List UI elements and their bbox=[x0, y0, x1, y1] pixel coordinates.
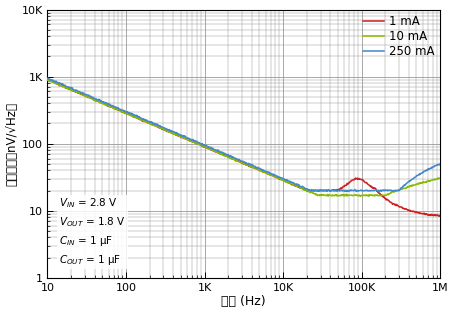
1 mA bbox=[437, 214, 443, 218]
250 mA bbox=[384, 188, 389, 192]
250 mA bbox=[284, 179, 289, 182]
250 mA bbox=[343, 189, 349, 192]
Legend: 1 mA, 10 mA, 250 mA: 1 mA, 10 mA, 250 mA bbox=[360, 13, 437, 60]
250 mA bbox=[437, 162, 443, 166]
Text: $V_{IN}$ = 2.8 V
$V_{OUT}$ = 1.8 V
$C_{IN}$ = 1 μF
$C_{OUT}$ = 1 μF: $V_{IN}$ = 2.8 V $V_{OUT}$ = 1.8 V $C_{I… bbox=[59, 197, 126, 267]
10 mA bbox=[273, 175, 278, 179]
Line: 250 mA: 250 mA bbox=[48, 78, 440, 192]
250 mA bbox=[296, 183, 301, 187]
1 mA bbox=[45, 78, 50, 81]
10 mA bbox=[69, 89, 74, 93]
250 mA bbox=[69, 87, 75, 90]
1 mA bbox=[69, 88, 74, 92]
10 mA bbox=[343, 194, 348, 198]
1 mA bbox=[343, 184, 348, 187]
10 mA bbox=[383, 193, 389, 197]
10 mA bbox=[366, 194, 371, 198]
Line: 1 mA: 1 mA bbox=[48, 79, 440, 216]
250 mA bbox=[45, 76, 50, 80]
10 mA bbox=[283, 181, 289, 184]
X-axis label: 頻率 (Hz): 頻率 (Hz) bbox=[222, 295, 266, 308]
10 mA bbox=[437, 176, 443, 180]
Line: 10 mA: 10 mA bbox=[48, 80, 440, 196]
250 mA bbox=[273, 174, 279, 177]
250 mA bbox=[45, 76, 51, 80]
1 mA bbox=[283, 180, 289, 183]
1 mA bbox=[436, 214, 442, 218]
250 mA bbox=[376, 190, 381, 193]
10 mA bbox=[295, 185, 301, 189]
1 mA bbox=[383, 196, 388, 200]
10 mA bbox=[45, 78, 50, 82]
1 mA bbox=[273, 175, 278, 179]
1 mA bbox=[295, 185, 301, 188]
Y-axis label: 输出噪声（nV/√Hz）: 输出噪声（nV/√Hz） bbox=[5, 102, 19, 186]
